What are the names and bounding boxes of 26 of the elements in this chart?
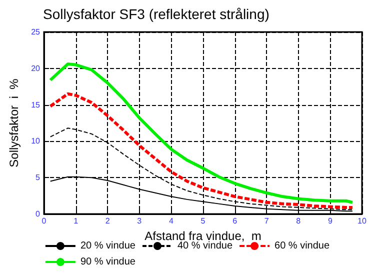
x-tick-label: 9 <box>328 216 333 226</box>
x-tick-label: 4 <box>168 216 174 226</box>
y-tick-label: 10 <box>31 136 41 146</box>
x-tick-label: 6 <box>232 216 238 226</box>
legend-label: 20 % vindue <box>80 240 136 252</box>
x-axis-title: Afstand fra vindue, m <box>144 229 262 243</box>
x-tick-label: 8 <box>296 216 302 226</box>
legend-label: 90 % vindue <box>80 256 136 268</box>
y-axis-title: Sollysfaktor i % <box>7 78 21 168</box>
x-tick-label: 1 <box>74 216 79 226</box>
x-tick-label: 10 <box>358 216 367 226</box>
x-tick-label: 2 <box>105 216 110 226</box>
chart-title: Sollysfaktor SF3 (reflekteret stråling) <box>43 6 270 22</box>
line-series <box>48 92 354 209</box>
y-tick-label: 20 <box>31 64 41 73</box>
y-tick-label: 25 <box>31 28 41 36</box>
x-tick-label: 3 <box>137 216 142 226</box>
y-tick-label: 5 <box>36 173 41 182</box>
line-series <box>48 62 354 204</box>
y-tick-label: 0 <box>36 210 41 218</box>
x-tick-label: 7 <box>264 216 270 226</box>
y-tick-label: 15 <box>31 100 41 110</box>
legend-label: 40 % vindue <box>177 240 233 252</box>
legend-label: 60 % vindue <box>274 240 330 252</box>
x-tick-label: 0 <box>42 216 47 226</box>
x-tick-label: 5 <box>200 216 206 226</box>
